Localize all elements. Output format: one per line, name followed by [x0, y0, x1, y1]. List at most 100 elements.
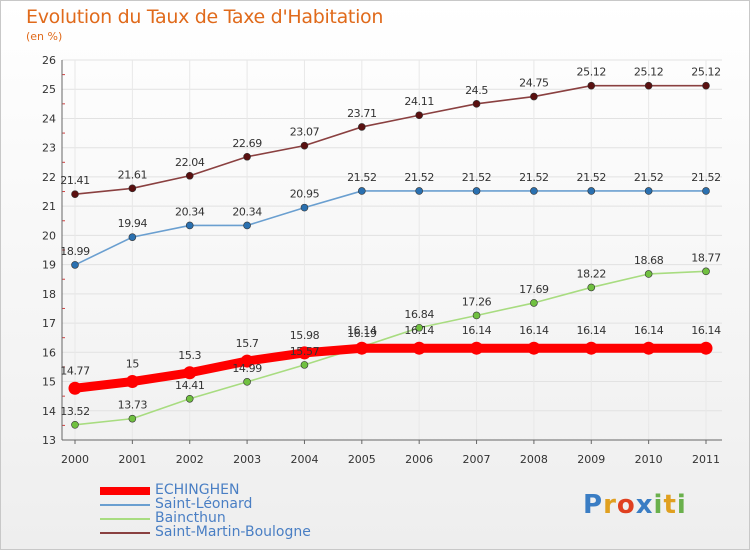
- proxiti-logo: Proxiti: [583, 490, 687, 520]
- data-label: 23.07: [290, 126, 320, 139]
- logo-letter: o: [616, 490, 636, 520]
- data-point: [587, 187, 596, 195]
- data-point: [587, 283, 596, 292]
- logo-letter: t: [663, 490, 677, 520]
- series-line: [74, 190, 707, 266]
- logo-letter: i: [676, 490, 687, 520]
- data-point: [470, 341, 484, 355]
- data-point: [358, 187, 366, 195]
- series-line: [74, 270, 707, 426]
- data-point: [415, 323, 423, 332]
- data-point: [644, 270, 653, 278]
- data-point: [125, 375, 139, 389]
- data-label: 17.69: [519, 283, 549, 296]
- data-point: [71, 190, 79, 198]
- data-label: 21.52: [577, 171, 607, 184]
- data-point: [243, 152, 251, 161]
- data-point: [300, 141, 309, 150]
- y-tick-label: 26: [42, 54, 56, 67]
- data-point: [530, 92, 538, 101]
- data-point: [297, 346, 311, 360]
- y-tick-label: 20: [42, 229, 56, 242]
- data-label: 21.41: [60, 174, 90, 187]
- data-point: [243, 221, 251, 230]
- x-tick-label: 2007: [463, 453, 491, 466]
- data-point: [71, 420, 79, 429]
- data-label: 13.52: [60, 405, 90, 418]
- data-label: 24.11: [404, 95, 434, 108]
- data-label: 24.75: [519, 77, 549, 90]
- x-tick-label: 2011: [692, 453, 720, 466]
- data-label: 25.12: [634, 66, 664, 79]
- data-point: [240, 354, 254, 368]
- data-label: 16.14: [577, 324, 607, 337]
- data-label: 15.7: [236, 337, 259, 350]
- data-point: [527, 341, 541, 355]
- data-point: [68, 381, 82, 395]
- data-point: [358, 123, 366, 131]
- data-point: [472, 311, 481, 320]
- y-tick-label: 17: [42, 317, 56, 330]
- data-label: 21.61: [118, 168, 148, 181]
- data-point: [699, 341, 713, 355]
- data-label: 15.3: [178, 349, 201, 362]
- x-tick-label: 2008: [520, 453, 548, 466]
- data-label: 20.34: [175, 205, 205, 218]
- data-label: 24.5: [465, 84, 488, 97]
- x-tick-label: 2010: [635, 453, 663, 466]
- y-tick-label: 25: [42, 83, 56, 96]
- logo-letter: i: [653, 490, 664, 520]
- logo-letter: x: [635, 490, 654, 520]
- data-label: 21.52: [634, 171, 664, 184]
- y-tick-label: 15: [42, 376, 56, 389]
- data-label: 20.95: [290, 188, 320, 201]
- data-label: 14.41: [175, 379, 205, 392]
- legend-swatch: [100, 504, 150, 506]
- data-point: [415, 187, 423, 195]
- y-tick-label: 23: [42, 142, 56, 155]
- data-point: [128, 414, 137, 423]
- data-label: 18.68: [634, 254, 664, 267]
- data-point: [702, 187, 710, 195]
- data-point: [530, 299, 538, 307]
- x-tick-label: 2004: [290, 453, 318, 466]
- legend-swatch: [100, 518, 150, 520]
- data-label: 16.14: [691, 324, 721, 337]
- data-point: [71, 261, 79, 269]
- chart-subtitle: (en %): [26, 30, 63, 43]
- data-point: [185, 221, 194, 230]
- y-tick-label: 21: [42, 200, 56, 213]
- legend-label: Saint-Martin-Boulogne: [155, 524, 311, 540]
- data-point: [243, 378, 251, 386]
- y-tick-label: 14: [42, 405, 56, 418]
- series-line: [70, 343, 711, 393]
- data-point: [185, 171, 194, 180]
- data-point: [300, 361, 309, 369]
- data-label: 16.14: [634, 324, 664, 337]
- data-point: [185, 394, 194, 403]
- data-point: [128, 184, 137, 193]
- data-label: 21.52: [347, 171, 377, 184]
- data-point: [702, 81, 710, 90]
- data-point: [128, 233, 137, 241]
- data-label: 16.84: [404, 308, 434, 321]
- legend-label: Saint-Léonard: [155, 496, 253, 512]
- data-point: [587, 81, 596, 90]
- data-label: 16.14: [519, 324, 549, 337]
- data-point: [530, 187, 538, 195]
- data-label: 25.12: [577, 66, 607, 79]
- data-label: 15.98: [290, 329, 320, 342]
- y-tick-label: 13: [42, 434, 56, 447]
- x-tick-label: 2000: [61, 453, 89, 466]
- data-point: [183, 366, 197, 380]
- y-tick-label: 16: [42, 346, 56, 359]
- data-label: 14.99: [232, 362, 262, 375]
- legend-label: Baincthun: [155, 510, 226, 526]
- x-tick-label: 2006: [405, 453, 433, 466]
- data-point: [412, 341, 426, 355]
- data-label: 16.19: [347, 327, 377, 340]
- y-tick-label: 24: [42, 112, 56, 125]
- y-tick-label: 18: [42, 288, 56, 301]
- logo-letter: P: [583, 490, 604, 520]
